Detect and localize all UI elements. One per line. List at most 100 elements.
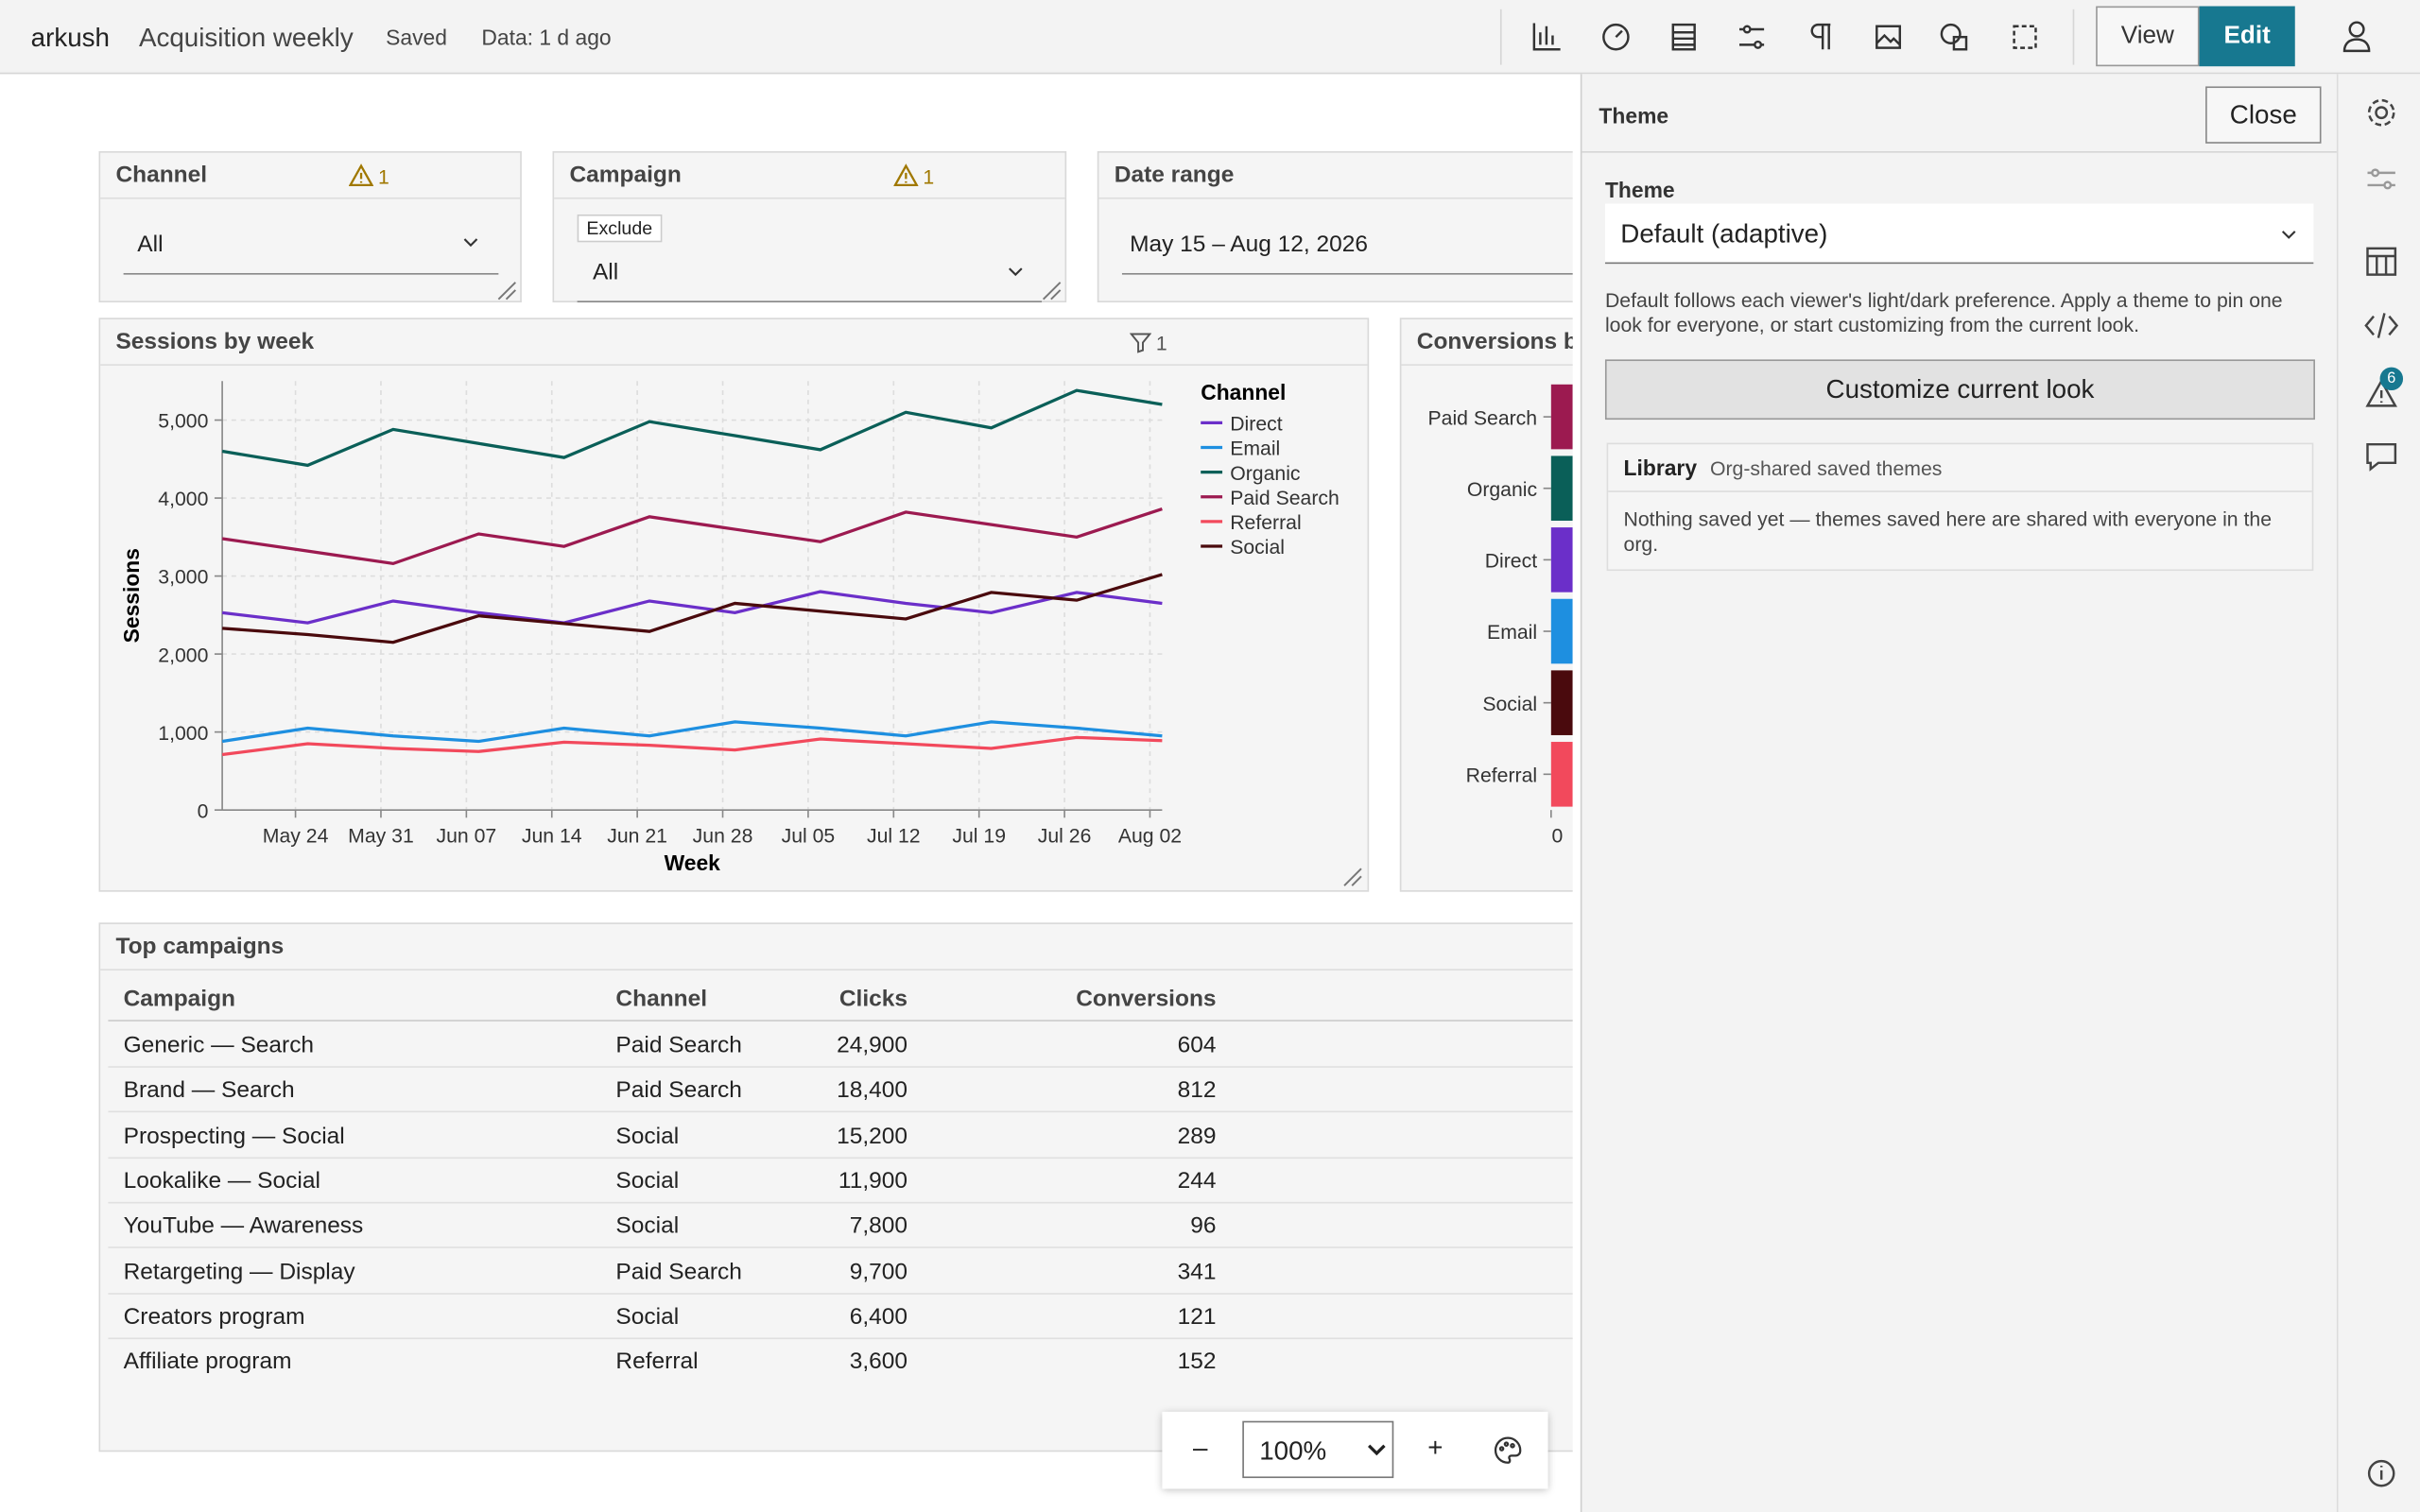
table-cell: Lookalike — Social [123,1167,320,1194]
resize-handle[interactable] [495,280,517,301]
y-tick-label: 4,000 [158,489,208,510]
close-button[interactable]: Close [2205,86,2322,144]
x-tick-label: Aug 02 [1118,825,1182,847]
resize-handle[interactable] [1040,280,1062,301]
library-title: Library [1623,455,1698,480]
table-cell: Social [615,1167,680,1194]
info-icon[interactable] [2367,1459,2395,1487]
edit-button[interactable]: Edit [2199,6,2295,67]
y-tick-label: 0 [198,800,209,822]
table-cell: 6,400 [849,1303,908,1331]
alerts-icon[interactable] [2365,378,2397,407]
filter-icon [1130,333,1151,353]
row-rule [108,1246,1573,1249]
series-line [221,720,1163,744]
zoom-select[interactable]: 100% [1242,1420,1394,1479]
series-line [221,573,1163,644]
x-axis-title: Week [665,850,721,875]
theme-select[interactable]: Default (adaptive) [1604,203,2314,265]
divider [2072,9,2075,65]
x-tick-label: Jun 14 [522,825,582,847]
table-icon[interactable] [1671,23,1696,51]
image-icon[interactable] [1876,25,1902,49]
resize-handle[interactable] [1341,866,1363,887]
row-rule [108,1066,1573,1068]
x-tick-label: Jul 19 [952,825,1006,847]
series-line [221,388,1163,468]
gauge-icon[interactable] [1602,23,1630,51]
right-rail: 6 [2336,74,2420,1512]
palette-icon[interactable] [1494,1436,1522,1464]
series-line [221,507,1163,566]
legend-label: Social [1230,537,1285,558]
y-tick-label: Paid Search [1428,407,1538,429]
theme-description: Default follows each viewer's light/dark… [1604,288,2283,336]
code-icon[interactable] [2364,313,2399,338]
table-cell: 18,400 [837,1077,908,1104]
warning-count: 1 [377,164,389,189]
table-cell: 152 [1177,1349,1217,1374]
series-line [221,735,1163,757]
settings-icon[interactable] [2367,98,2395,127]
y-tick-label: Email [1487,622,1537,644]
controls-icon[interactable] [2367,168,2395,190]
charts: 0 1,000 2,000 3,000 4,000 5,000 May 24 May 31 Ju… [119,380,1573,875]
row-rule [108,1201,1573,1204]
bar [1550,598,1573,664]
legend-label: Paid Search [1230,488,1340,509]
table-cell: Creators program [123,1303,305,1331]
x-tick-label: Jul 26 [1038,825,1092,847]
table-cell: Paid Search [615,1077,742,1104]
table-cell: Generic — Search [123,1032,315,1058]
controls-icon[interactable] [1738,25,1765,49]
shapes-icon[interactable] [1940,23,1968,51]
filter-value[interactable]: May 15 – Aug 12, 2026 [1130,231,1369,258]
zoom-out[interactable]: – [1193,1433,1208,1463]
filter-title: Channel [100,153,521,199]
bar [1550,527,1573,593]
zoom-in[interactable]: + [1427,1433,1443,1463]
table-cell: 244 [1177,1167,1217,1194]
underline [123,272,499,275]
y-tick-label: 2,000 [158,644,208,666]
bar [1550,384,1573,450]
filter-value[interactable]: All [592,259,619,286]
rail-icons[interactable] [2338,74,2420,1512]
table-cell: Social [615,1303,680,1331]
theme-select-value[interactable]: Default (adaptive) [1620,218,1828,249]
save-status: Saved [386,25,447,50]
filter-value[interactable]: All [137,231,164,258]
underline [1121,272,1573,275]
exclude-tag[interactable]: Exclude [577,214,662,243]
chart-icon[interactable] [1532,23,1561,51]
table-cell: 289 [1177,1122,1217,1149]
table-cell: 24,900 [837,1032,908,1058]
toolbar-icons[interactable] [1528,19,2052,56]
brand[interactable]: arkush [30,23,110,53]
x-tick-label: May 31 [348,825,414,847]
filter-title: Date range [1098,153,1573,199]
user-icon[interactable] [2342,20,2373,54]
comments-icon[interactable] [2366,442,2397,472]
select-icon[interactable] [2013,25,2037,49]
table-cell: Referral [615,1349,699,1374]
legend-label: Organic [1230,463,1301,485]
legend-label: Direct [1230,414,1283,436]
data-icon[interactable] [2366,247,2397,276]
table-cell: Brand — Search [123,1077,295,1104]
legend-title: Channel [1201,380,1286,404]
zoom-value[interactable]: 100% [1259,1436,1327,1467]
theme-panel: Theme Close Theme Default (adaptive) Def… [1580,74,2339,1512]
table-cell: Social [615,1122,680,1149]
canvas: Channel 1 All Campaign 1 Exclude All Dat… [0,74,1573,1512]
table-cell: 121 [1177,1303,1217,1331]
y-axis-title: Sessions [119,548,144,643]
customize-button[interactable]: Customize current look [1604,359,2315,421]
data-age: Data: 1 d ago [481,25,612,50]
dashboard-title[interactable]: Acquisition weekly [138,23,354,53]
x-tick-label: Jul 12 [867,825,921,847]
text-icon[interactable] [1810,23,1831,50]
field-label: Theme [1604,177,1675,202]
warning-count: 1 [923,164,935,189]
view-button[interactable]: View [2096,6,2200,67]
